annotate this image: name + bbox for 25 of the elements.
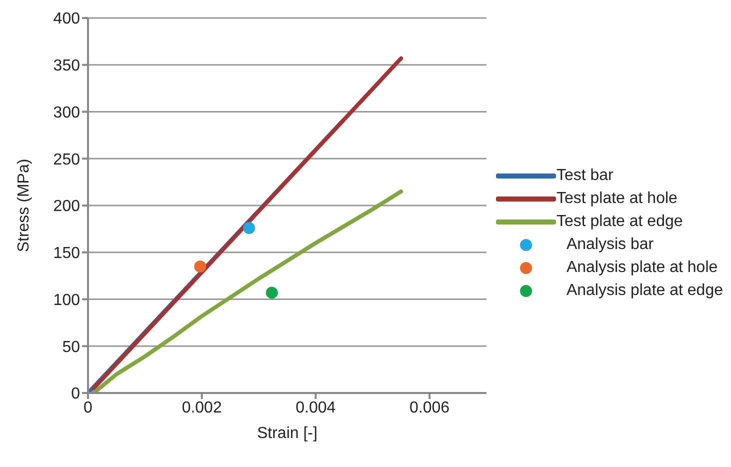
legend-label: Analysis plate at hole (566, 258, 718, 276)
y-tick-label: 100 (53, 292, 80, 309)
legend-label: Test bar (556, 166, 614, 184)
point (243, 222, 256, 234)
y-tick-label: 150 (53, 245, 80, 262)
y-tick-label: 350 (53, 58, 80, 75)
y-tick-label: 0 (71, 386, 80, 403)
legend-label: Analysis bar (566, 236, 654, 254)
y-tick-label: 400 (53, 10, 80, 28)
point (194, 260, 206, 272)
x-tick-label: 0.006 (410, 399, 450, 416)
point (266, 286, 278, 299)
y-tick-label: 250 (53, 151, 80, 168)
x-tick-label: 0.004 (296, 399, 336, 416)
x-axis-title: Strain [-] (256, 425, 318, 442)
legend-label: Analysis plate at edge (566, 282, 723, 300)
y-tick-label: 300 (53, 104, 80, 122)
x-tick-label: 0 (84, 399, 93, 416)
x-tick-label: 0.002 (182, 399, 222, 416)
y-tick-label: 50 (62, 338, 80, 356)
y-tick-label: 200 (53, 198, 80, 216)
legend-label: Test plate at hole (556, 190, 678, 208)
line-series (92, 189, 404, 393)
y-axis-title: Stress (MPa) (16, 158, 33, 252)
legend-label: Test plate at edge (556, 212, 683, 230)
